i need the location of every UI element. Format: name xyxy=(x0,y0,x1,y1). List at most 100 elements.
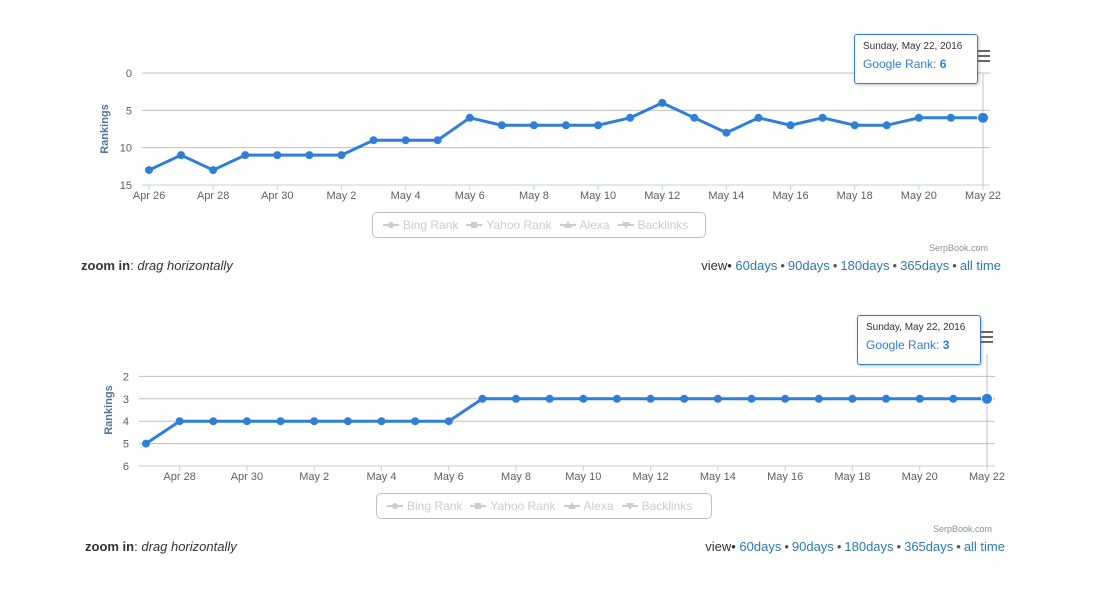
chart-menu-icon[interactable] xyxy=(980,331,993,344)
series-line xyxy=(147,101,985,172)
tooltip-series-name: Google Rank xyxy=(863,57,934,71)
range-link-all-time[interactable]: all time xyxy=(959,258,1001,273)
chart-credits[interactable]: SerpBook.com xyxy=(933,524,993,534)
tooltip-series-name: Google Rank xyxy=(866,338,937,352)
data-point xyxy=(690,113,699,122)
chart-credits[interactable]: SerpBook.com xyxy=(929,243,989,253)
separator-bullet: • xyxy=(892,258,898,273)
ranking-chart-2[interactable]: 2 3 4 5 6 Apr 28 Apr 30 May 2 May 4 May 6 May 8 May… xyxy=(0,290,1099,490)
data-point xyxy=(337,151,346,160)
series-line xyxy=(144,397,989,446)
range-link-all-time[interactable]: all time xyxy=(963,539,1005,554)
data-point xyxy=(626,113,635,122)
x-tick-label: May 6 xyxy=(434,471,464,483)
chart-menu-icon[interactable] xyxy=(977,50,990,63)
y-tick-label: 15 xyxy=(120,180,132,192)
data-point xyxy=(465,113,474,122)
x-tick-label: Apr 28 xyxy=(163,471,195,483)
legend-item-bing-rank[interactable]: Bing Rank xyxy=(383,218,458,232)
legend-item-alexa[interactable]: Alexa xyxy=(559,218,610,232)
data-point xyxy=(369,136,378,145)
data-point xyxy=(512,394,521,403)
legend-label: Backlinks xyxy=(641,499,693,513)
range-link-365days[interactable]: 365days xyxy=(900,258,950,273)
x-tick-label: May 2 xyxy=(299,471,329,483)
x-tick-label: May 10 xyxy=(580,190,616,202)
legend-item-alexa[interactable]: Alexa xyxy=(563,499,614,513)
legend-item-backlinks[interactable]: Backlinks xyxy=(621,499,693,513)
range-link-180days[interactable]: 180days xyxy=(840,258,890,273)
y-tick-label: 3 xyxy=(123,394,129,406)
range-link-365days[interactable]: 365days xyxy=(904,539,954,554)
range-link-90days[interactable]: 90days xyxy=(791,539,834,554)
x-tick-label: Apr 30 xyxy=(231,471,263,483)
range-link-60days[interactable]: 60days xyxy=(735,258,778,273)
zoom-hint-bold: zoom in xyxy=(81,258,131,273)
data-point xyxy=(545,394,554,403)
ranking-chart-panel-2: 2 3 4 5 6 Apr 28 Apr 30 May 2 May 4 May 6 May 8 May… xyxy=(0,290,1099,590)
zoom-hint-italic: drag horizontally xyxy=(141,539,237,554)
data-point xyxy=(946,113,955,122)
separator-bullet: • xyxy=(952,258,957,273)
x-tick-label: May 22 xyxy=(969,471,1005,483)
data-point xyxy=(882,394,891,403)
x-tick-label: May 20 xyxy=(901,190,937,202)
zoom-hint: zoom in: drag horizontally xyxy=(81,258,233,273)
data-point xyxy=(914,113,923,122)
x-tick-label: Apr 30 xyxy=(261,190,293,202)
x-tick-label: May 14 xyxy=(700,471,736,483)
data-point xyxy=(722,128,731,137)
data-point xyxy=(680,394,689,403)
legend-item-yahoo-rank[interactable]: Yahoo Rank xyxy=(466,218,552,232)
range-link-90days[interactable]: 90days xyxy=(787,258,830,273)
zoom-hint-bold: zoom in xyxy=(85,539,135,554)
separator-bullet: • xyxy=(784,539,789,554)
legend-label: Backlinks xyxy=(637,218,689,232)
x-tick-label: May 18 xyxy=(834,471,870,483)
data-point xyxy=(747,394,756,403)
x-tick-label: May 14 xyxy=(708,190,744,202)
separator-bullet: • xyxy=(836,539,842,554)
legend-item-yahoo-rank[interactable]: Yahoo Rank xyxy=(470,499,556,513)
range-link-180days[interactable]: 180days xyxy=(844,539,894,554)
data-point xyxy=(915,394,924,403)
zoom-hint-sep: : xyxy=(130,258,138,273)
triangle-down-marker-icon xyxy=(617,220,634,230)
data-point xyxy=(497,121,506,130)
view-range-bar: view• 60days • 90days • 180days • 365days • all … xyxy=(705,539,1005,554)
view-label: view xyxy=(705,539,732,554)
data-point xyxy=(848,394,857,403)
data-point xyxy=(276,417,285,426)
data-point xyxy=(529,121,538,130)
range-link-60days[interactable]: 60days xyxy=(739,539,782,554)
data-point xyxy=(713,394,722,403)
zoom-hint-sep: : xyxy=(134,539,142,554)
data-point xyxy=(646,394,655,403)
legend-label: Yahoo Rank xyxy=(486,218,552,232)
data-point xyxy=(433,136,442,145)
data-point xyxy=(658,98,667,107)
data-point xyxy=(343,417,352,426)
tooltip-value: 6 xyxy=(939,57,947,71)
x-tick-label: May 2 xyxy=(326,190,356,202)
legend-label: Bing Rank xyxy=(403,218,459,232)
triangle-marker-icon xyxy=(563,501,580,511)
x-tick-label: May 22 xyxy=(965,190,1001,202)
data-point xyxy=(949,394,958,403)
data-point xyxy=(786,121,795,130)
x-tick-label: May 4 xyxy=(366,471,396,483)
separator-bullet: • xyxy=(956,539,961,554)
legend-label: Bing Rank xyxy=(407,499,463,513)
legend-label: Alexa xyxy=(583,499,614,513)
data-point xyxy=(579,394,588,403)
data-point xyxy=(209,417,218,426)
data-point xyxy=(242,417,251,426)
data-point xyxy=(142,439,150,448)
x-tick-label: Apr 28 xyxy=(197,190,229,202)
tooltip-series: Google Rank: 3 xyxy=(866,338,950,352)
legend-label: Alexa xyxy=(579,218,610,232)
legend-item-bing-rank[interactable]: Bing Rank xyxy=(387,499,462,513)
legend-item-backlinks[interactable]: Backlinks xyxy=(617,218,689,232)
data-point-hovered xyxy=(981,392,993,405)
